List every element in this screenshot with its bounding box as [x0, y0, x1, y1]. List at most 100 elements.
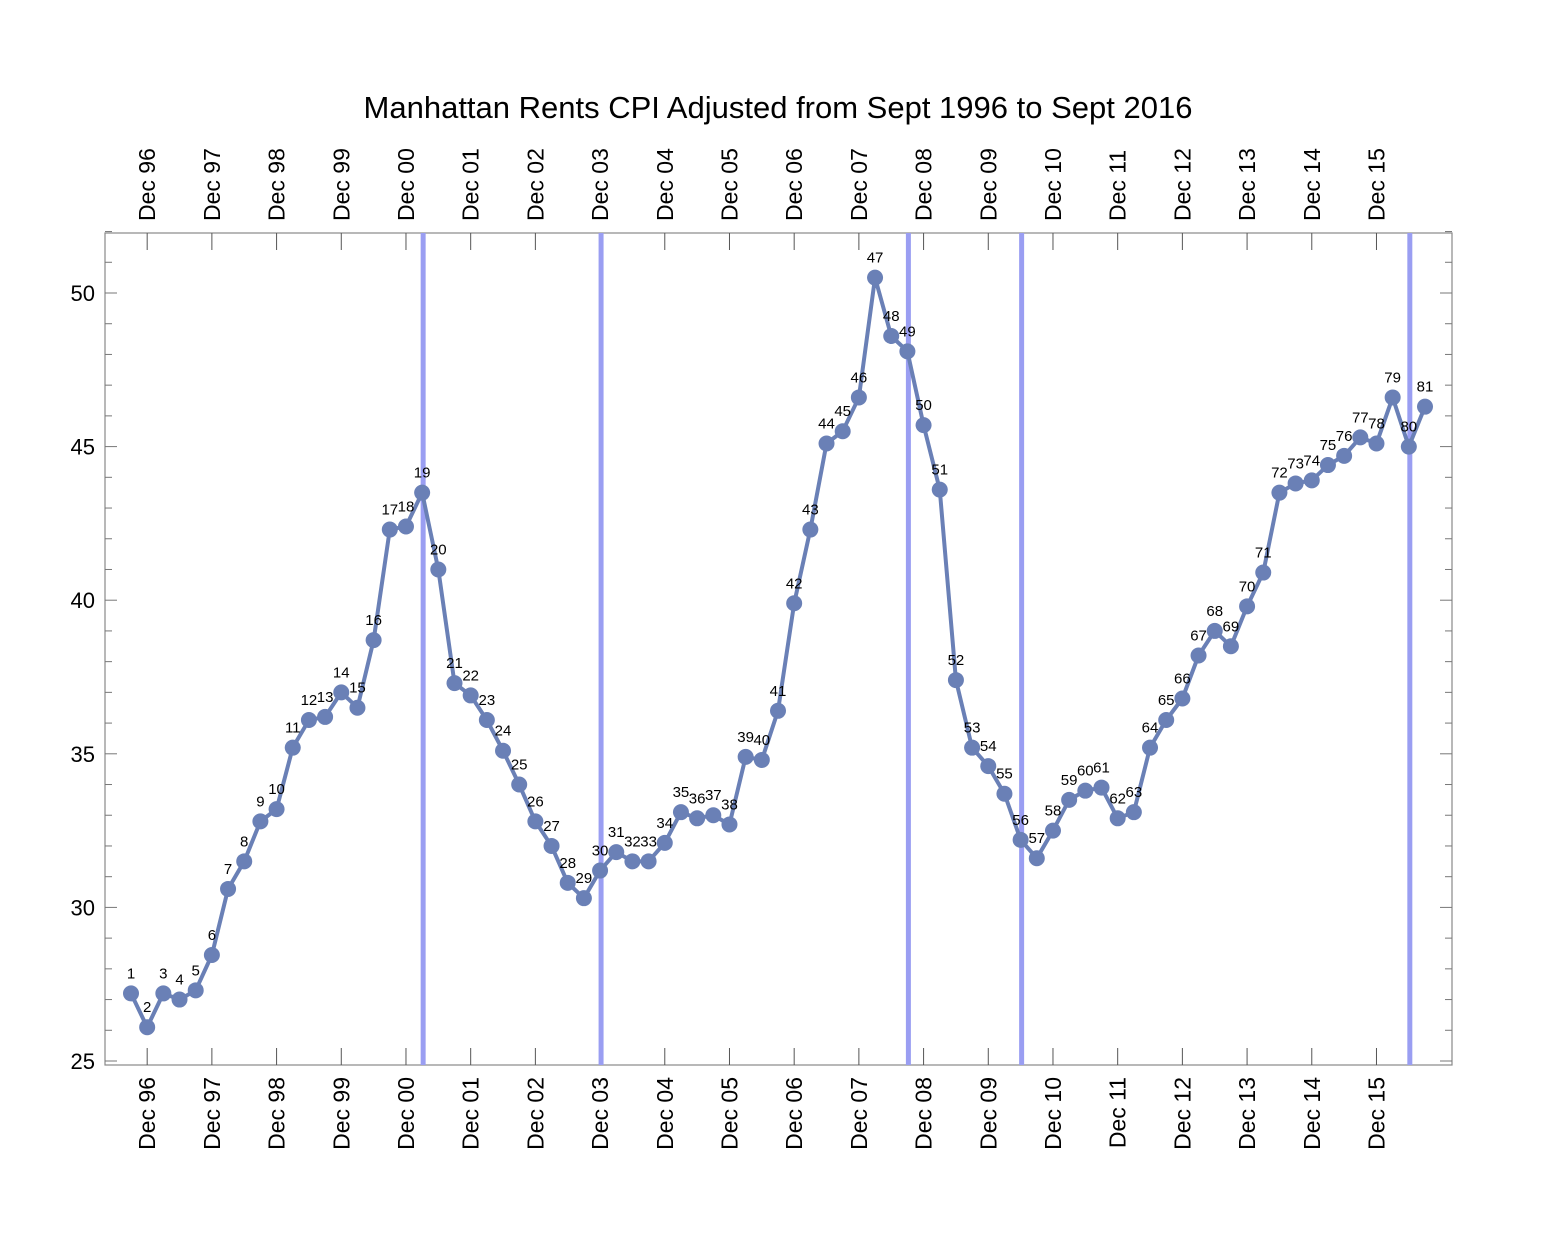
x-tick-label-top: Dec 12 — [1169, 148, 1195, 221]
data-label: 32 — [624, 833, 641, 850]
data-point — [1044, 822, 1061, 839]
data-point — [834, 423, 851, 440]
data-label: 43 — [802, 502, 819, 519]
x-tick-label-top: Dec 14 — [1299, 148, 1325, 221]
data-label: 28 — [559, 855, 576, 872]
data-point — [818, 435, 835, 452]
data-label: 8 — [240, 833, 248, 850]
data-label: 39 — [737, 729, 754, 746]
data-point — [753, 751, 770, 768]
data-point — [705, 807, 722, 824]
x-tick-label-top: Dec 08 — [911, 148, 937, 221]
data-label: 11 — [285, 720, 301, 737]
data-label: 58 — [1045, 803, 1062, 820]
x-tick-label-top: Dec 06 — [781, 148, 807, 221]
x-tick-label-bottom: Dec 05 — [716, 1077, 742, 1150]
data-point — [1125, 804, 1142, 821]
data-point — [397, 518, 414, 535]
data-point — [737, 748, 754, 765]
x-tick-label-bottom: Dec 96 — [134, 1077, 160, 1150]
data-label: 17 — [381, 502, 398, 519]
data-point — [1222, 638, 1239, 655]
data-label: 68 — [1206, 603, 1223, 620]
data-label: 25 — [511, 757, 528, 774]
data-label: 6 — [208, 927, 216, 944]
data-label: 66 — [1174, 671, 1191, 688]
data-label: 18 — [398, 498, 415, 515]
data-point — [317, 708, 334, 725]
data-point — [430, 561, 447, 578]
data-label: 20 — [430, 541, 447, 558]
data-point — [947, 672, 964, 689]
data-point — [883, 328, 900, 345]
data-point — [155, 985, 172, 1002]
data-label: 34 — [656, 815, 673, 832]
data-label: 4 — [175, 972, 183, 989]
data-point — [236, 853, 253, 870]
chart-title: Manhattan Rents CPI Adjusted from Sept 1… — [364, 90, 1193, 125]
data-label: 48 — [883, 308, 900, 325]
data-label: 13 — [317, 689, 334, 706]
data-label: 41 — [770, 683, 787, 700]
data-label: 21 — [446, 655, 463, 672]
data-label: 62 — [1109, 790, 1126, 807]
data-point — [1190, 647, 1207, 664]
data-point — [802, 521, 819, 538]
data-point — [915, 417, 932, 434]
data-label: 49 — [899, 323, 916, 340]
data-label: 2 — [143, 999, 151, 1016]
data-label: 51 — [931, 462, 948, 479]
data-label: 38 — [721, 796, 738, 813]
data-point — [1012, 831, 1029, 848]
data-label: 27 — [543, 818, 560, 835]
plot-frame — [104, 232, 1453, 1066]
x-tick-label-top: Dec 10 — [1040, 148, 1066, 221]
data-point — [171, 991, 188, 1008]
data-label: 14 — [333, 664, 350, 681]
y-tick-label: 50 — [71, 281, 95, 306]
data-point — [1271, 484, 1288, 501]
data-point — [381, 521, 398, 538]
data-label: 5 — [192, 962, 200, 979]
x-tick-label-top: Dec 04 — [652, 148, 678, 221]
x-tick-label-bottom: Dec 15 — [1363, 1077, 1389, 1150]
data-point — [770, 702, 786, 719]
data-label: 60 — [1077, 763, 1094, 780]
data-point — [203, 947, 220, 964]
x-tick-label-bottom: Dec 99 — [328, 1077, 354, 1150]
data-point — [689, 810, 706, 827]
data-point — [139, 1019, 156, 1036]
data-label: 65 — [1158, 692, 1175, 709]
data-point — [462, 687, 479, 704]
vertical-markers — [420, 233, 1413, 1065]
x-tick-label-top: Dec 07 — [846, 148, 872, 221]
data-point — [1206, 622, 1223, 639]
data-label: 67 — [1190, 627, 1207, 644]
data-label: 29 — [576, 870, 593, 887]
data-label: 12 — [301, 692, 318, 709]
data-point — [996, 785, 1013, 802]
data-label: 46 — [851, 369, 868, 386]
x-tick-label-bottom: Dec 07 — [846, 1077, 872, 1150]
data-label: 59 — [1061, 772, 1078, 789]
data-label: 63 — [1126, 784, 1143, 801]
data-point — [333, 684, 350, 701]
data-label: 42 — [786, 575, 803, 592]
data-point — [414, 484, 431, 501]
data-point — [1400, 438, 1417, 455]
x-tick-label-top: Dec 15 — [1363, 148, 1389, 221]
x-tick-label-bottom: Dec 00 — [393, 1077, 419, 1150]
data-point — [543, 837, 560, 854]
data-label: 15 — [349, 680, 366, 697]
data-label: 9 — [256, 793, 264, 810]
data-point — [786, 595, 803, 612]
x-tick-label-bottom: Dec 12 — [1169, 1077, 1195, 1150]
data-label: 69 — [1223, 618, 1240, 635]
data-label: 54 — [980, 738, 997, 755]
data-label: 64 — [1142, 720, 1159, 737]
data-point — [850, 389, 867, 406]
data-point — [1077, 782, 1094, 799]
x-tick-label-top: Dec 11 — [1105, 150, 1131, 221]
data-label: 23 — [479, 692, 496, 709]
